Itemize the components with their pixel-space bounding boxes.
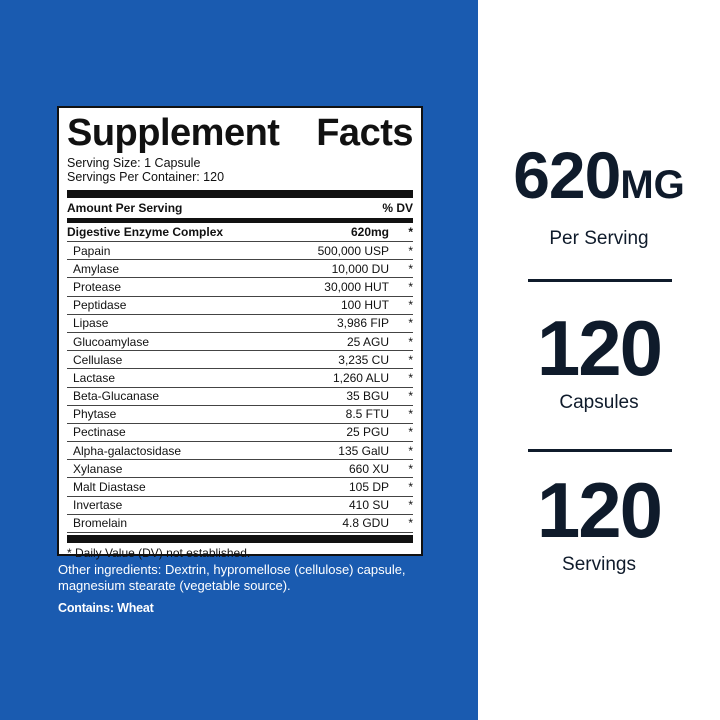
ingredient-name: Cellulase xyxy=(73,352,123,367)
servings-per-container: Servings Per Container: 120 xyxy=(67,170,225,184)
stat-divider xyxy=(528,279,672,282)
facts-title-word1: Supplement xyxy=(67,112,280,154)
ingredient-amount: 100 HUT xyxy=(340,298,389,313)
ingredient-amount: 3,235 CU xyxy=(338,352,389,367)
right-white-panel xyxy=(478,0,720,720)
amount-per-serving-header: Amount Per Serving xyxy=(67,201,183,215)
ingredient-name: Xylanase xyxy=(73,461,123,476)
dose-number: 620 xyxy=(513,138,621,212)
ingredient-row: Lactase 1,260 ALU * xyxy=(67,369,413,388)
ingredient-dv: * xyxy=(408,334,413,349)
ingredient-row: Pectinase 25 PGU * xyxy=(67,424,413,443)
ingredient-name: Peptidase xyxy=(73,298,127,313)
ingredient-row: Bromelain 4.8 GDU * xyxy=(67,515,413,533)
ingredient-name: Phytase xyxy=(73,407,117,422)
stat-capsules: 120 Capsules xyxy=(478,308,720,414)
stat-capsules-value: 120 xyxy=(536,304,663,392)
ingredient-name: Lipase xyxy=(73,316,109,331)
ingredient-amount: 8.5 FTU xyxy=(345,407,389,422)
divider-bar-medium xyxy=(67,218,413,223)
stat-dose-value: 620MG xyxy=(478,140,720,220)
ingredient-row: Lipase 3,986 FIP * xyxy=(67,315,413,333)
ingredient-dv: * xyxy=(408,407,413,422)
amount-header-row: Amount Per Serving % DV xyxy=(67,198,413,218)
ingredient-amount: 35 BGU xyxy=(346,389,389,404)
ingredient-row: Papain 500,000 USP * xyxy=(67,242,413,261)
ingredient-amount: 620mg xyxy=(350,225,389,239)
ingredient-dv: * xyxy=(408,316,413,331)
ingredient-name: Glucoamylase xyxy=(73,334,150,349)
ingredient-dv: * xyxy=(408,389,413,404)
facts-title-word2: Facts xyxy=(316,112,413,154)
ingredient-row: Alpha-galactosidase 135 GalU * xyxy=(67,442,413,461)
stat-servings-label: Servings xyxy=(562,554,636,575)
ingredient-name: Papain xyxy=(73,243,111,258)
ingredient-dv: * xyxy=(408,352,413,367)
ingredient-name: Amylase xyxy=(73,261,120,276)
ingredient-dv: * xyxy=(408,425,413,440)
ingredient-name: Digestive Enzyme Complex xyxy=(67,225,224,239)
ingredient-row: Phytase 8.5 FTU * xyxy=(67,406,413,424)
ingredient-amount: 135 GalU xyxy=(338,443,389,458)
ingredient-amount: 10,000 DU xyxy=(331,261,389,276)
stat-divider xyxy=(528,449,672,452)
ingredient-amount: 500,000 USP xyxy=(317,243,389,258)
footnote: * Daily Value (DV) not established. xyxy=(67,546,251,560)
ingredient-name: Lactase xyxy=(73,370,116,385)
divider-bar-thick xyxy=(67,190,413,198)
facts-title: Supplement Facts xyxy=(67,114,413,156)
stat-servings: 120 Servings xyxy=(478,470,720,576)
ingredient-amount: 1,260 ALU xyxy=(332,370,389,385)
ingredient-name: Invertase xyxy=(73,498,123,513)
ingredient-amount: 25 PGU xyxy=(346,425,389,440)
ingredient-dv: * xyxy=(408,225,413,239)
dv-header: % DV xyxy=(382,201,413,215)
ingredient-row: Cellulase 3,235 CU * xyxy=(67,351,413,370)
ingredient-list: Papain 500,000 USP * Amylase 10,000 DU * Prote… xyxy=(67,242,413,533)
main-ingredient-row: Digestive Enzyme Complex 620mg * xyxy=(67,223,413,242)
supplement-facts-panel: Supplement Facts Serving Size: 1 Capsule… xyxy=(57,106,423,560)
ingredient-dv: * xyxy=(408,243,413,258)
ingredient-dv: * xyxy=(408,298,413,313)
stat-dose: 620MG Per Serving xyxy=(478,140,720,250)
ingredient-amount: 25 AGU xyxy=(346,334,389,349)
ingredient-amount: 4.8 GDU xyxy=(342,516,389,531)
ingredient-name: Protease xyxy=(73,279,122,294)
ingredient-dv: * xyxy=(408,443,413,458)
ingredient-name: Pectinase xyxy=(73,425,126,440)
ingredient-dv: * xyxy=(408,498,413,513)
serving-size: Serving Size: 1 Capsule xyxy=(67,156,201,170)
ingredient-row: Xylanase 660 XU * xyxy=(67,460,413,479)
ingredient-row: Invertase 410 SU * xyxy=(67,497,413,515)
ingredient-row: Glucoamylase 25 AGU * xyxy=(67,333,413,352)
contains-allergen: Contains: Wheat xyxy=(58,601,154,615)
ingredient-name: Bromelain xyxy=(73,516,128,531)
ingredient-amount: 660 XU xyxy=(348,461,389,476)
stat-capsules-label: Capsules xyxy=(559,392,639,413)
divider-bar-bottom xyxy=(67,535,413,543)
ingredient-amount: 410 SU xyxy=(348,498,389,513)
ingredient-dv: * xyxy=(408,279,413,294)
ingredient-row: Beta-Glucanase 35 BGU * xyxy=(67,388,413,406)
stat-servings-value: 120 xyxy=(536,466,663,554)
ingredient-dv: * xyxy=(408,461,413,476)
ingredient-dv: * xyxy=(408,261,413,276)
ingredient-dv: * xyxy=(408,480,413,495)
ingredient-amount: 3,986 FIP xyxy=(336,316,389,331)
ingredient-amount: 105 DP xyxy=(348,480,389,495)
ingredient-name: Beta-Glucanase xyxy=(73,389,160,404)
stat-dose-label: Per Serving xyxy=(549,228,649,249)
ingredient-name: Alpha-galactosidase xyxy=(73,443,182,458)
ingredient-row: Amylase 10,000 DU * xyxy=(67,260,413,279)
ingredient-amount: 30,000 HUT xyxy=(324,279,389,294)
other-ingredients: Other ingredients: Dextrin, hypromellose… xyxy=(58,562,406,593)
dose-unit: MG xyxy=(620,163,685,207)
ingredient-row: Peptidase 100 HUT * xyxy=(67,297,413,315)
ingredient-row: Malt Diastase 105 DP * xyxy=(67,478,413,497)
ingredient-dv: * xyxy=(408,370,413,385)
ingredient-row: Protease 30,000 HUT * xyxy=(67,278,413,297)
ingredient-dv: * xyxy=(408,516,413,531)
ingredient-name: Malt Diastase xyxy=(73,480,146,495)
